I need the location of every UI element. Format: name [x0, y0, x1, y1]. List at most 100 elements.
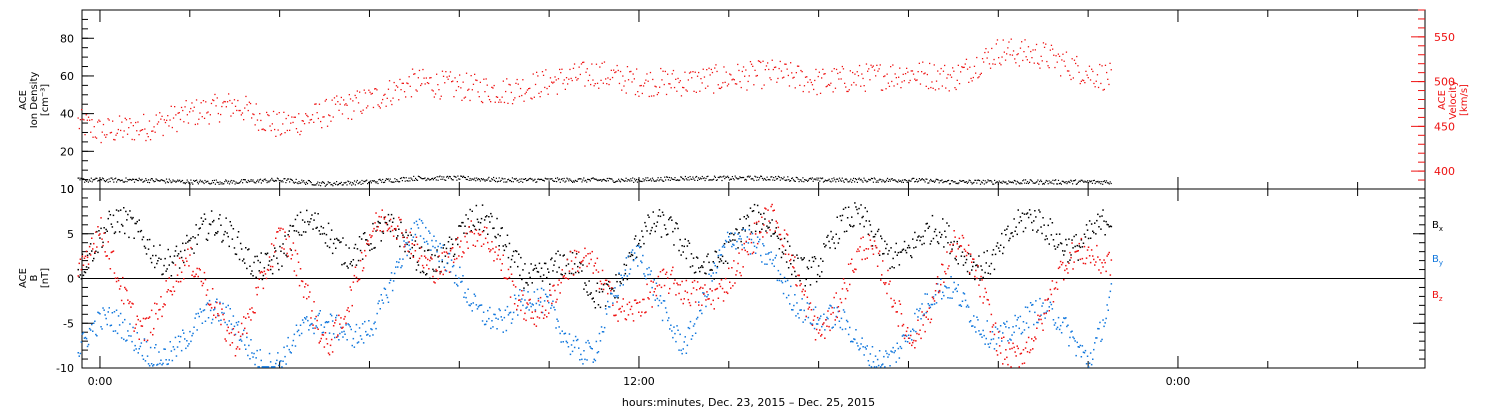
bx-point [698, 267, 700, 269]
by-point [458, 277, 460, 279]
by-point [1016, 319, 1018, 321]
velocity-point [462, 81, 464, 83]
velocity-point [105, 136, 107, 138]
bx-point [983, 251, 985, 254]
density-point [377, 182, 379, 185]
bz-point [863, 249, 865, 252]
velocity-point [322, 116, 324, 118]
bz-point [645, 311, 647, 313]
velocity-point [107, 118, 109, 120]
bx-point [915, 246, 917, 248]
bz-point [451, 247, 454, 249]
density-point [1100, 183, 1102, 185]
bz-point [762, 236, 764, 238]
bx-point [577, 265, 579, 268]
bx-point [950, 241, 952, 244]
density-point [406, 180, 408, 182]
by-point [1040, 314, 1042, 316]
bx-point [381, 230, 383, 233]
by-point [126, 339, 128, 341]
velocity-point [966, 68, 969, 70]
by-point [110, 324, 113, 326]
density-point [711, 179, 713, 181]
bx-point [869, 224, 872, 226]
velocity-point [618, 82, 621, 85]
velocity-point [863, 85, 865, 87]
velocity-point [871, 66, 873, 68]
by-point [180, 349, 183, 352]
velocity-point [1081, 79, 1084, 81]
velocity-point [726, 85, 729, 87]
velocity-point [869, 79, 871, 81]
by-point [557, 320, 559, 322]
velocity-point [115, 134, 117, 136]
by-point [184, 338, 186, 340]
by-point [172, 346, 175, 348]
bx-point [589, 293, 591, 295]
bz-point [543, 314, 546, 316]
velocity-point [108, 119, 110, 121]
bz-point [693, 279, 696, 282]
velocity-point [762, 60, 764, 62]
bz-point [805, 315, 807, 318]
bx-point [634, 235, 637, 237]
density-point [196, 179, 198, 181]
by-point [504, 309, 507, 311]
velocity-point [298, 113, 300, 115]
bx-point [809, 284, 812, 286]
density-point [605, 180, 607, 182]
bx-point [955, 259, 957, 261]
density-point [822, 181, 825, 183]
bx-point [581, 270, 583, 272]
velocity-point [417, 77, 419, 79]
velocity-point [652, 78, 654, 81]
bx-point [183, 261, 185, 264]
bx-point [1084, 236, 1087, 238]
density-point [1048, 180, 1050, 182]
bz-point [129, 301, 131, 303]
by-point [349, 325, 351, 328]
density-point [1049, 182, 1051, 184]
by-point [549, 294, 551, 296]
by-point [663, 300, 666, 302]
density-point [390, 181, 392, 183]
velocity-point [861, 73, 863, 75]
bx-point [316, 226, 318, 229]
by-point [681, 352, 683, 355]
bx-point [341, 263, 343, 266]
velocity-point [483, 78, 485, 80]
by-point [267, 366, 270, 368]
bz-point [733, 260, 735, 262]
by-point [621, 277, 623, 279]
by-point [1070, 331, 1072, 333]
bx-point [823, 243, 825, 245]
density-point [697, 177, 700, 179]
density-point [1088, 182, 1090, 184]
density-point [1099, 181, 1101, 183]
bx-point [961, 251, 964, 253]
bx-point [1028, 209, 1031, 211]
bz-point [215, 316, 217, 319]
density-point [195, 180, 197, 182]
density-point [928, 182, 930, 184]
velocity-point [560, 72, 562, 74]
density-point [939, 180, 941, 182]
density-point [321, 181, 324, 183]
velocity-point [301, 120, 303, 122]
velocity-point [599, 66, 601, 68]
density-point [347, 180, 349, 182]
density-point [936, 178, 938, 181]
bx-point [550, 258, 552, 261]
bz-point [795, 284, 797, 286]
velocity-point [641, 92, 643, 95]
velocity-point [583, 61, 585, 63]
bx-point [268, 260, 271, 262]
bz-point [907, 337, 910, 339]
density-point [351, 184, 353, 186]
velocity-point [663, 83, 665, 86]
by-point [593, 358, 595, 361]
density-point [284, 178, 286, 180]
bx-point [675, 222, 677, 224]
by-point [831, 327, 833, 329]
density-point [77, 177, 79, 179]
